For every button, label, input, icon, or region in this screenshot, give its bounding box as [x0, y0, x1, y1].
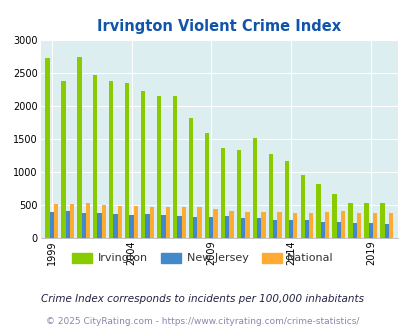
- Bar: [224, 216, 229, 238]
- Bar: [161, 215, 165, 238]
- Bar: [379, 203, 384, 238]
- Bar: [61, 81, 65, 238]
- Bar: [288, 220, 292, 238]
- Bar: [117, 206, 122, 238]
- Bar: [336, 222, 340, 238]
- Bar: [204, 133, 209, 238]
- Bar: [141, 91, 145, 238]
- Bar: [149, 207, 153, 238]
- Bar: [347, 203, 352, 238]
- Bar: [320, 222, 324, 238]
- Bar: [229, 211, 233, 238]
- Bar: [133, 206, 138, 238]
- Bar: [220, 148, 224, 238]
- Bar: [193, 217, 197, 238]
- Bar: [308, 213, 313, 238]
- Bar: [188, 118, 193, 238]
- Bar: [292, 213, 297, 238]
- Bar: [304, 220, 308, 238]
- Bar: [368, 223, 372, 238]
- Bar: [388, 213, 392, 238]
- Bar: [177, 216, 181, 238]
- Bar: [236, 150, 241, 238]
- Bar: [181, 207, 185, 238]
- Bar: [81, 213, 85, 238]
- Bar: [173, 96, 177, 238]
- Bar: [340, 211, 345, 238]
- Title: Irvington Violent Crime Index: Irvington Violent Crime Index: [97, 19, 341, 34]
- Bar: [125, 83, 129, 238]
- Bar: [315, 184, 320, 238]
- Bar: [77, 57, 81, 238]
- Bar: [165, 207, 169, 238]
- Bar: [256, 218, 261, 238]
- Bar: [109, 81, 113, 238]
- Bar: [129, 215, 133, 238]
- Bar: [284, 161, 288, 238]
- Bar: [157, 96, 161, 238]
- Bar: [272, 220, 277, 238]
- Bar: [324, 212, 328, 238]
- Bar: [241, 218, 245, 238]
- Bar: [213, 209, 217, 238]
- Bar: [145, 214, 149, 238]
- Bar: [70, 204, 74, 238]
- Bar: [209, 217, 213, 238]
- Bar: [93, 75, 97, 238]
- Bar: [245, 212, 249, 238]
- Bar: [49, 212, 54, 238]
- Text: © 2025 CityRating.com - https://www.cityrating.com/crime-statistics/: © 2025 CityRating.com - https://www.city…: [46, 317, 359, 326]
- Bar: [372, 213, 376, 238]
- Bar: [356, 213, 360, 238]
- Text: Crime Index corresponds to incidents per 100,000 inhabitants: Crime Index corresponds to incidents per…: [41, 294, 364, 304]
- Bar: [332, 194, 336, 238]
- Bar: [252, 138, 256, 238]
- Bar: [85, 203, 90, 238]
- Bar: [277, 212, 281, 238]
- Bar: [197, 207, 201, 238]
- Bar: [363, 203, 368, 238]
- Bar: [352, 223, 356, 238]
- Bar: [300, 175, 304, 238]
- Bar: [384, 224, 388, 238]
- Legend: Irvington, New Jersey, National: Irvington, New Jersey, National: [68, 249, 337, 267]
- Bar: [268, 154, 272, 238]
- Bar: [54, 204, 58, 238]
- Bar: [65, 211, 70, 238]
- Bar: [113, 214, 117, 238]
- Bar: [97, 213, 102, 238]
- Bar: [261, 212, 265, 238]
- Bar: [45, 58, 49, 238]
- Bar: [102, 205, 106, 238]
